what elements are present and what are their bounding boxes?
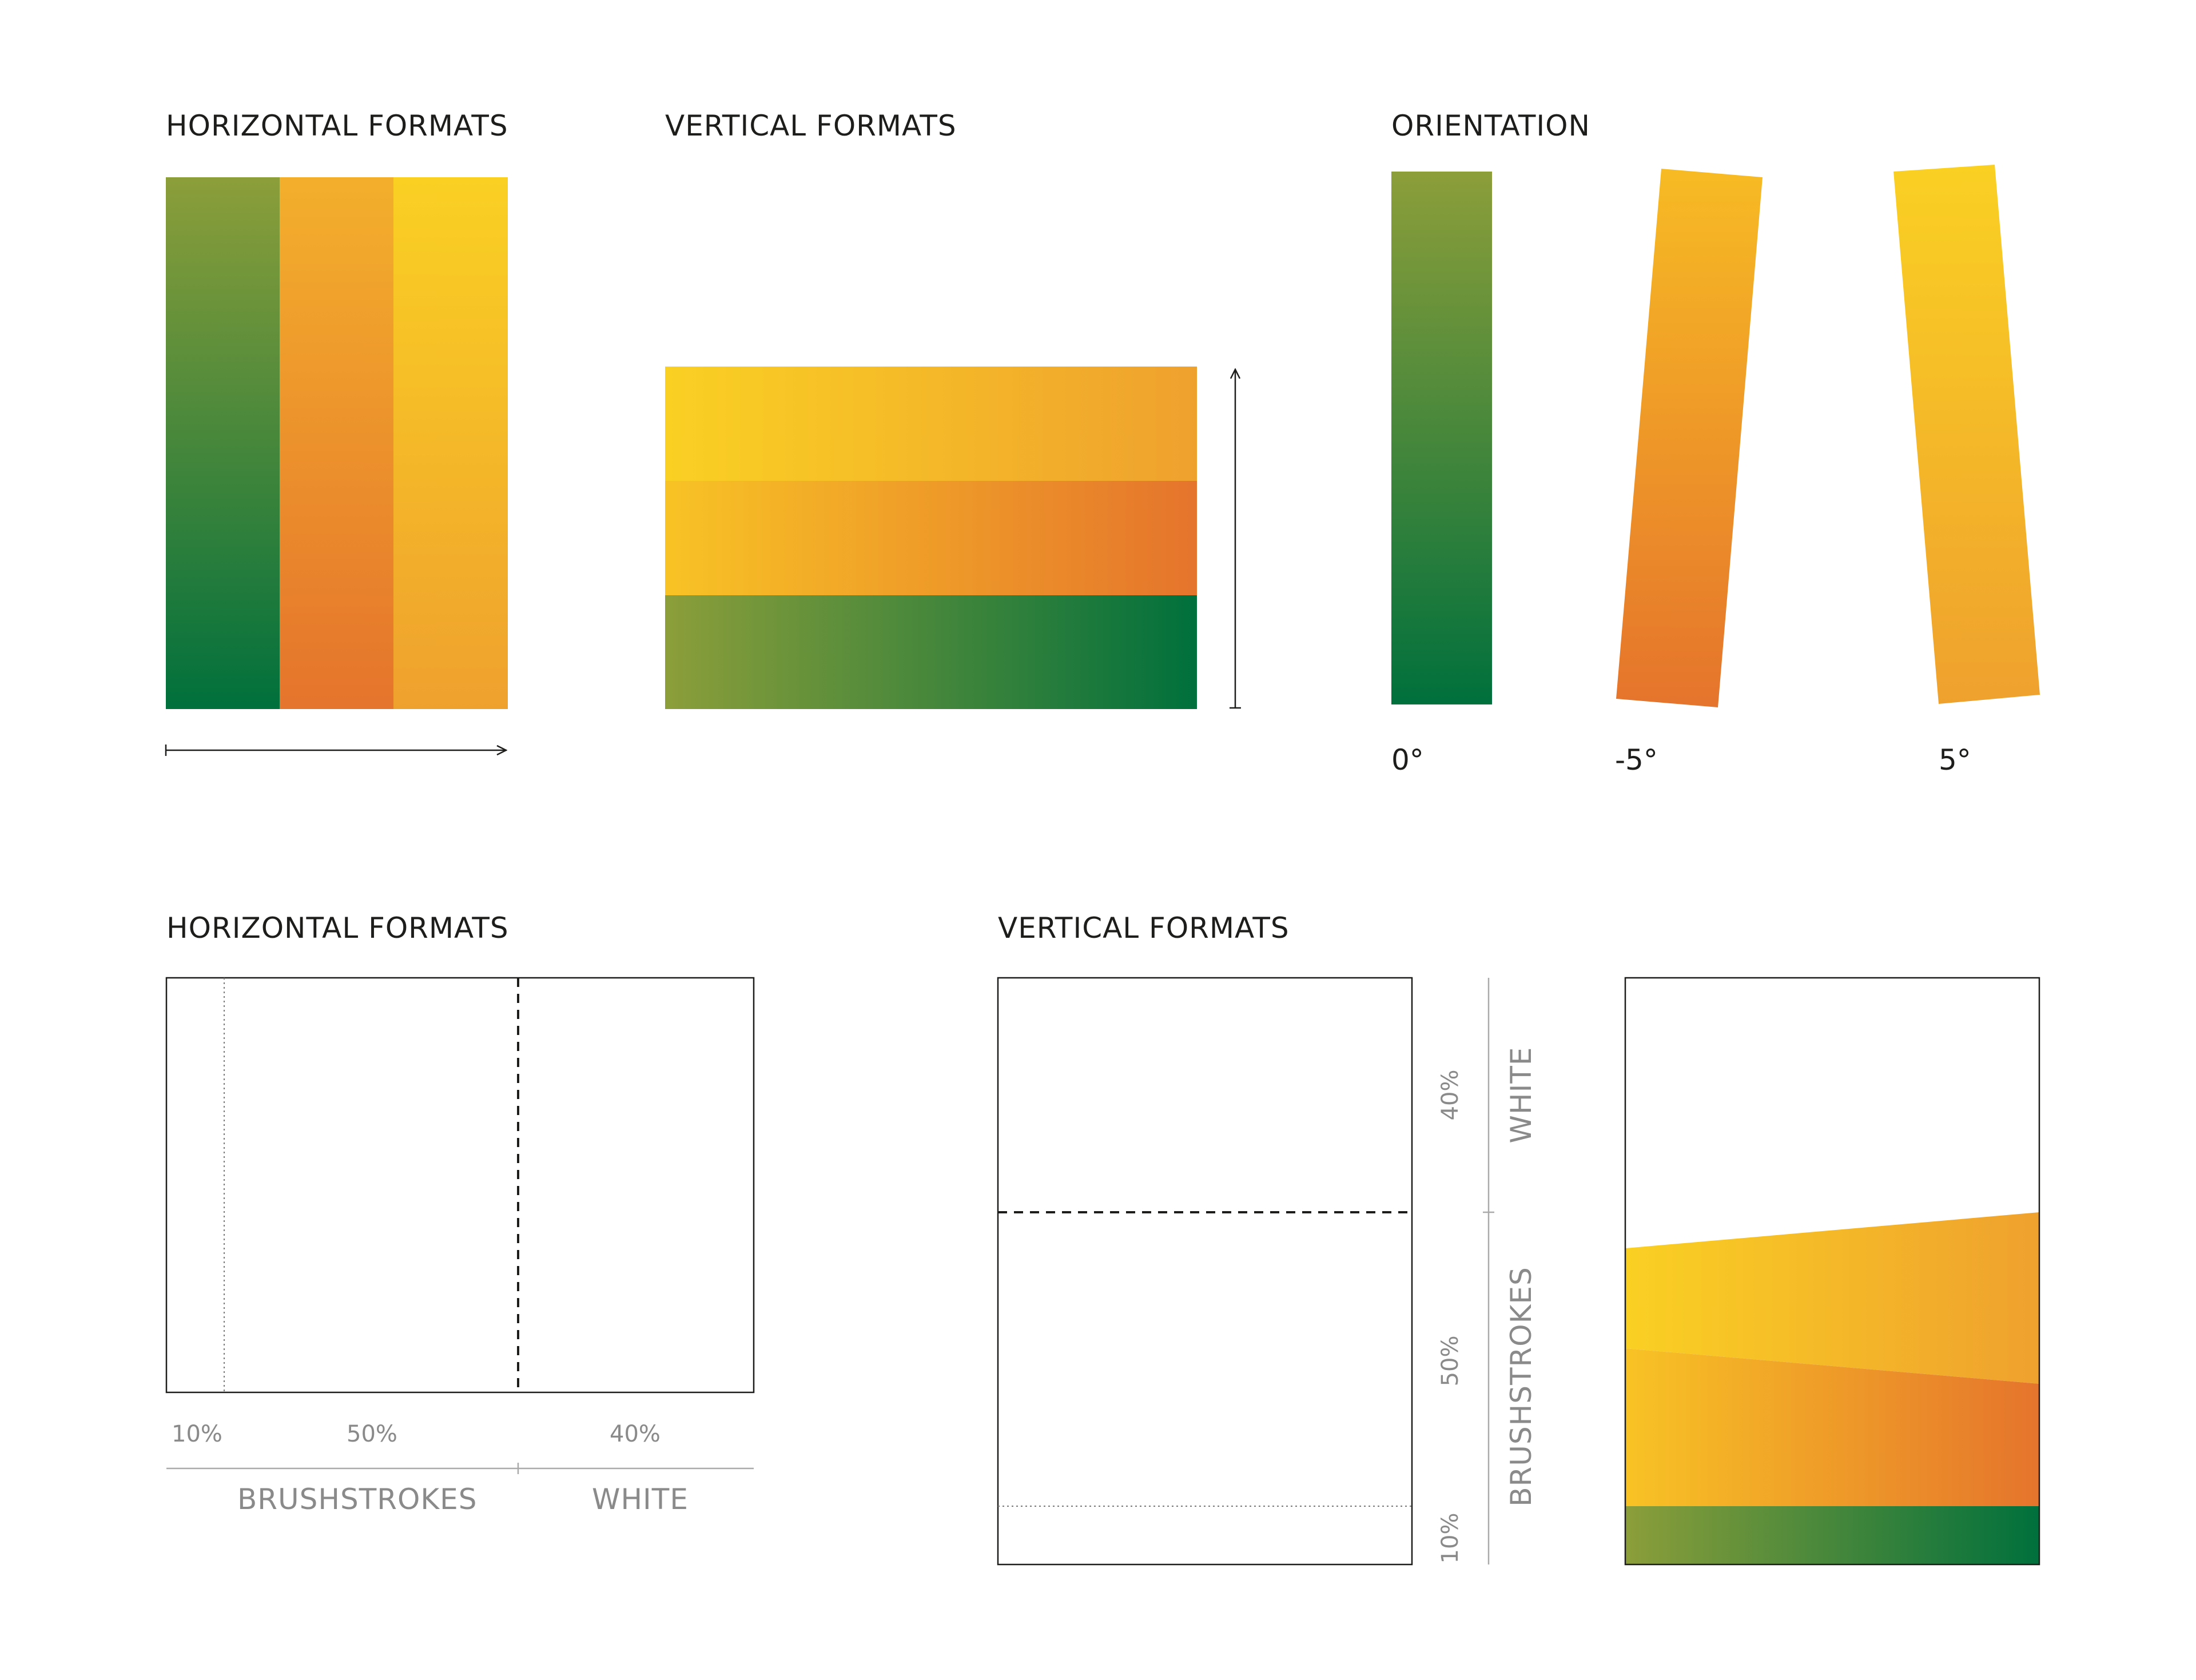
- stripe-green: [166, 177, 280, 709]
- bottom-horizontal-diagram: [165, 977, 755, 1474]
- width-arrow: [165, 745, 506, 756]
- example-yellow-stroke: [1625, 1212, 2039, 1384]
- h-pct-40: 40%: [610, 1421, 661, 1447]
- v-frame: [997, 977, 1413, 1566]
- angle-label-minus5: -5°: [1615, 743, 1658, 777]
- bar-minus5deg: [1616, 169, 1763, 707]
- example-frame: [1624, 977, 2040, 1566]
- top-horizontal-stripes: [166, 177, 508, 709]
- bar-plus5deg: [1893, 165, 2040, 704]
- bar-0deg: [1391, 172, 1492, 704]
- example-orange-stroke: [1625, 1348, 2039, 1506]
- top-vertical-bands: [665, 367, 1197, 709]
- band-yellow: [665, 367, 1197, 481]
- top-horizontal-formats-title: HORIZONTAL FORMATS: [166, 109, 508, 142]
- h-pct-50: 50%: [347, 1421, 397, 1447]
- angle-label-0: 0°: [1391, 743, 1424, 777]
- h-frame: [165, 977, 755, 1394]
- height-arrow: [1230, 369, 1241, 709]
- stripe-yellow: [393, 177, 508, 709]
- bottom-horizontal-formats-title: HORIZONTAL FORMATS: [166, 911, 509, 945]
- h-label-brushstrokes: BRUSHSTROKES: [237, 1483, 478, 1516]
- band-orange: [665, 481, 1197, 595]
- h-pct-10: 10%: [172, 1421, 222, 1447]
- example-green-stroke: [1625, 1506, 2039, 1564]
- orientation-bars: [1391, 165, 2040, 707]
- stripe-orange: [280, 177, 393, 709]
- h-label-white: WHITE: [592, 1483, 689, 1516]
- top-vertical-formats-title: VERTICAL FORMATS: [665, 109, 957, 142]
- band-green: [665, 595, 1197, 709]
- v-label-brushstrokes: BRUSHSTROKES: [1505, 1267, 1538, 1507]
- bottom-vertical-formats-title: VERTICAL FORMATS: [998, 911, 1290, 945]
- v-pct-50: 50%: [1437, 1335, 1463, 1387]
- angle-label-plus5: 5°: [1939, 743, 1971, 777]
- v-pct-10: 10%: [1437, 1512, 1463, 1564]
- orientation-title: ORIENTATION: [1391, 109, 1590, 142]
- v-label-white: WHITE: [1505, 1046, 1538, 1144]
- v-pct-40: 40%: [1437, 1069, 1463, 1121]
- vertical-format-example: [1624, 977, 2040, 1566]
- bottom-vertical-diagram: [997, 977, 1494, 1566]
